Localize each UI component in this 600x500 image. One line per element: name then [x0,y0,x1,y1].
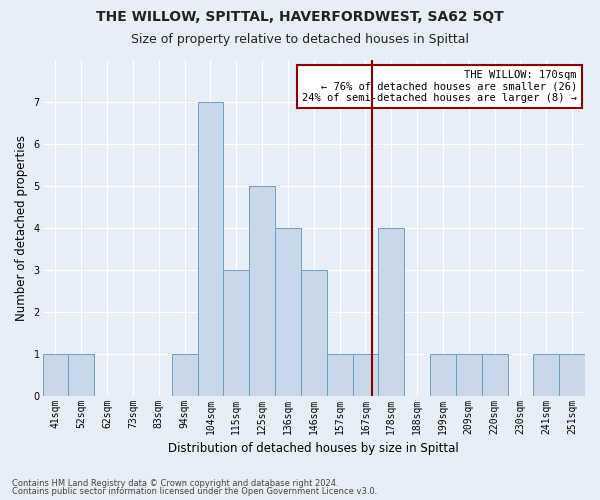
Bar [353,354,379,396]
Text: Contains public sector information licensed under the Open Government Licence v3: Contains public sector information licen… [12,487,377,496]
Bar [456,354,482,396]
Bar [172,354,197,396]
Text: THE WILLOW: 170sqm
← 76% of detached houses are smaller (26)
24% of semi-detache: THE WILLOW: 170sqm ← 76% of detached hou… [302,70,577,103]
Bar [379,228,404,396]
Bar [559,354,585,396]
Text: Contains HM Land Registry data © Crown copyright and database right 2024.: Contains HM Land Registry data © Crown c… [12,478,338,488]
Bar [197,102,223,396]
Bar [223,270,249,396]
Bar [43,354,68,396]
Bar [249,186,275,396]
Bar [533,354,559,396]
Bar [327,354,353,396]
Y-axis label: Number of detached properties: Number of detached properties [15,135,28,321]
Text: THE WILLOW, SPITTAL, HAVERFORDWEST, SA62 5QT: THE WILLOW, SPITTAL, HAVERFORDWEST, SA62… [96,10,504,24]
Bar [68,354,94,396]
Bar [482,354,508,396]
Text: Size of property relative to detached houses in Spittal: Size of property relative to detached ho… [131,32,469,46]
Bar [430,354,456,396]
Bar [301,270,327,396]
Bar [275,228,301,396]
X-axis label: Distribution of detached houses by size in Spittal: Distribution of detached houses by size … [169,442,459,455]
